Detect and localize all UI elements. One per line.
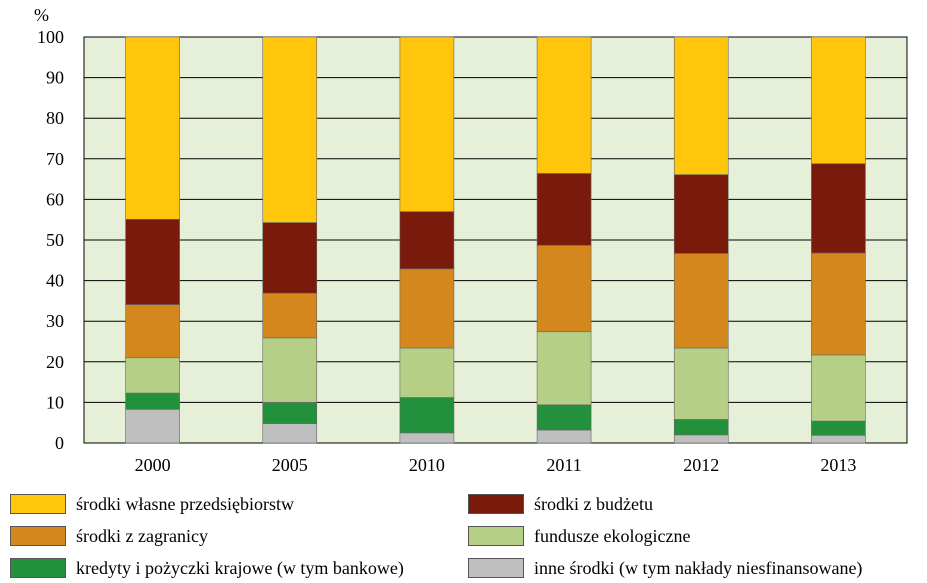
bar-segment: [536, 36, 592, 174]
bar-segment: [811, 354, 866, 422]
bar-segment: [673, 36, 729, 175]
y-tick-label: 30: [46, 311, 64, 331]
bar-segment: [262, 36, 318, 223]
bar-segment: [125, 218, 180, 305]
bar-segment: [125, 392, 180, 410]
bar-segment: [536, 244, 592, 333]
bar-segment: [399, 211, 455, 270]
legend-label: fundusze ekologiczne: [534, 525, 691, 546]
y-tick-label: 90: [46, 68, 64, 88]
legend-item: środki z zagranicy: [10, 524, 208, 548]
bar-segment: [673, 419, 729, 436]
bar-segment: [399, 432, 455, 444]
bar-segment: [262, 337, 318, 403]
chart-svg: 0 10 20 30 40 50 60 70 80 90 100% 2000 2005 2010 2011 2…: [34, 5, 908, 475]
bar-segment: [811, 163, 866, 254]
y-axis-label: %: [34, 5, 49, 25]
bar-segment: [811, 434, 866, 444]
bar-segment: [399, 397, 455, 434]
bar-segment: [399, 36, 455, 212]
legend-item: środki własne przedsiębiorstw: [10, 492, 294, 516]
legend-label: kredyty i pożyczki krajowe (w tym bankow…: [76, 557, 404, 578]
legend-swatch: [10, 494, 66, 514]
y-tick-label: 40: [46, 271, 64, 291]
bar-segment: [399, 268, 455, 349]
bar-segment: [673, 253, 729, 349]
bar-segment: [811, 420, 866, 436]
y-tick-label: 70: [46, 149, 64, 169]
x-tick-label: 2005: [272, 455, 308, 475]
bar-segment: [536, 404, 592, 431]
bar-segment: [536, 331, 592, 406]
bar-segment: [262, 222, 318, 294]
bar-segment: [536, 429, 592, 444]
legend-label: środki z budżetu: [534, 493, 653, 514]
bar-segment: [125, 36, 180, 220]
y-tick-label: 80: [46, 108, 64, 128]
legend-item: fundusze ekologiczne: [468, 524, 690, 548]
legend-item: kredyty i pożyczki krajowe (w tym bankow…: [10, 556, 404, 580]
y-tick-label: 20: [46, 352, 64, 372]
legend-swatch: [468, 558, 524, 578]
bar-segment: [811, 252, 866, 356]
bar-segment: [673, 347, 729, 420]
x-tick-label: 2013: [820, 455, 856, 475]
bar-segment: [673, 174, 729, 254]
bar-segment: [262, 292, 318, 339]
bar-segment: [262, 423, 318, 444]
legend-label: inne środki (w tym nakłady niesfinansowa…: [534, 557, 863, 578]
bar-segment: [125, 357, 180, 394]
legend-label: środki własne przedsiębiorstw: [76, 493, 294, 514]
bar-segment: [811, 36, 866, 164]
bar-segment: [262, 402, 318, 424]
y-tick-label: 0: [55, 433, 64, 453]
x-tick-label: 2000: [135, 455, 171, 475]
legend-item: inne środki (w tym nakłady niesfinansowa…: [468, 556, 862, 580]
legend: środki własne przedsiębiorstw środki z b…: [0, 488, 927, 583]
x-tick-label: 2012: [683, 455, 719, 475]
x-tick-label: 2011: [546, 455, 581, 475]
plot-border: [83, 36, 908, 444]
bar-segment: [673, 434, 729, 444]
bar-segment: [125, 304, 180, 359]
legend-swatch: [468, 494, 524, 514]
legend-swatch: [10, 526, 66, 546]
bar-segment: [536, 173, 592, 246]
legend-item: środki z budżetu: [468, 492, 653, 516]
legend-swatch: [10, 558, 66, 578]
y-tick-label: 50: [46, 230, 64, 250]
x-tick-label: 2010: [409, 455, 445, 475]
bar-segment: [125, 409, 180, 444]
legend-label: środki z zagranicy: [76, 525, 208, 546]
legend-swatch: [468, 526, 524, 546]
bar-segment: [399, 347, 455, 398]
y-tick-label: 100: [37, 27, 64, 47]
y-tick-label: 10: [46, 392, 64, 412]
y-tick-label: 60: [46, 189, 64, 209]
